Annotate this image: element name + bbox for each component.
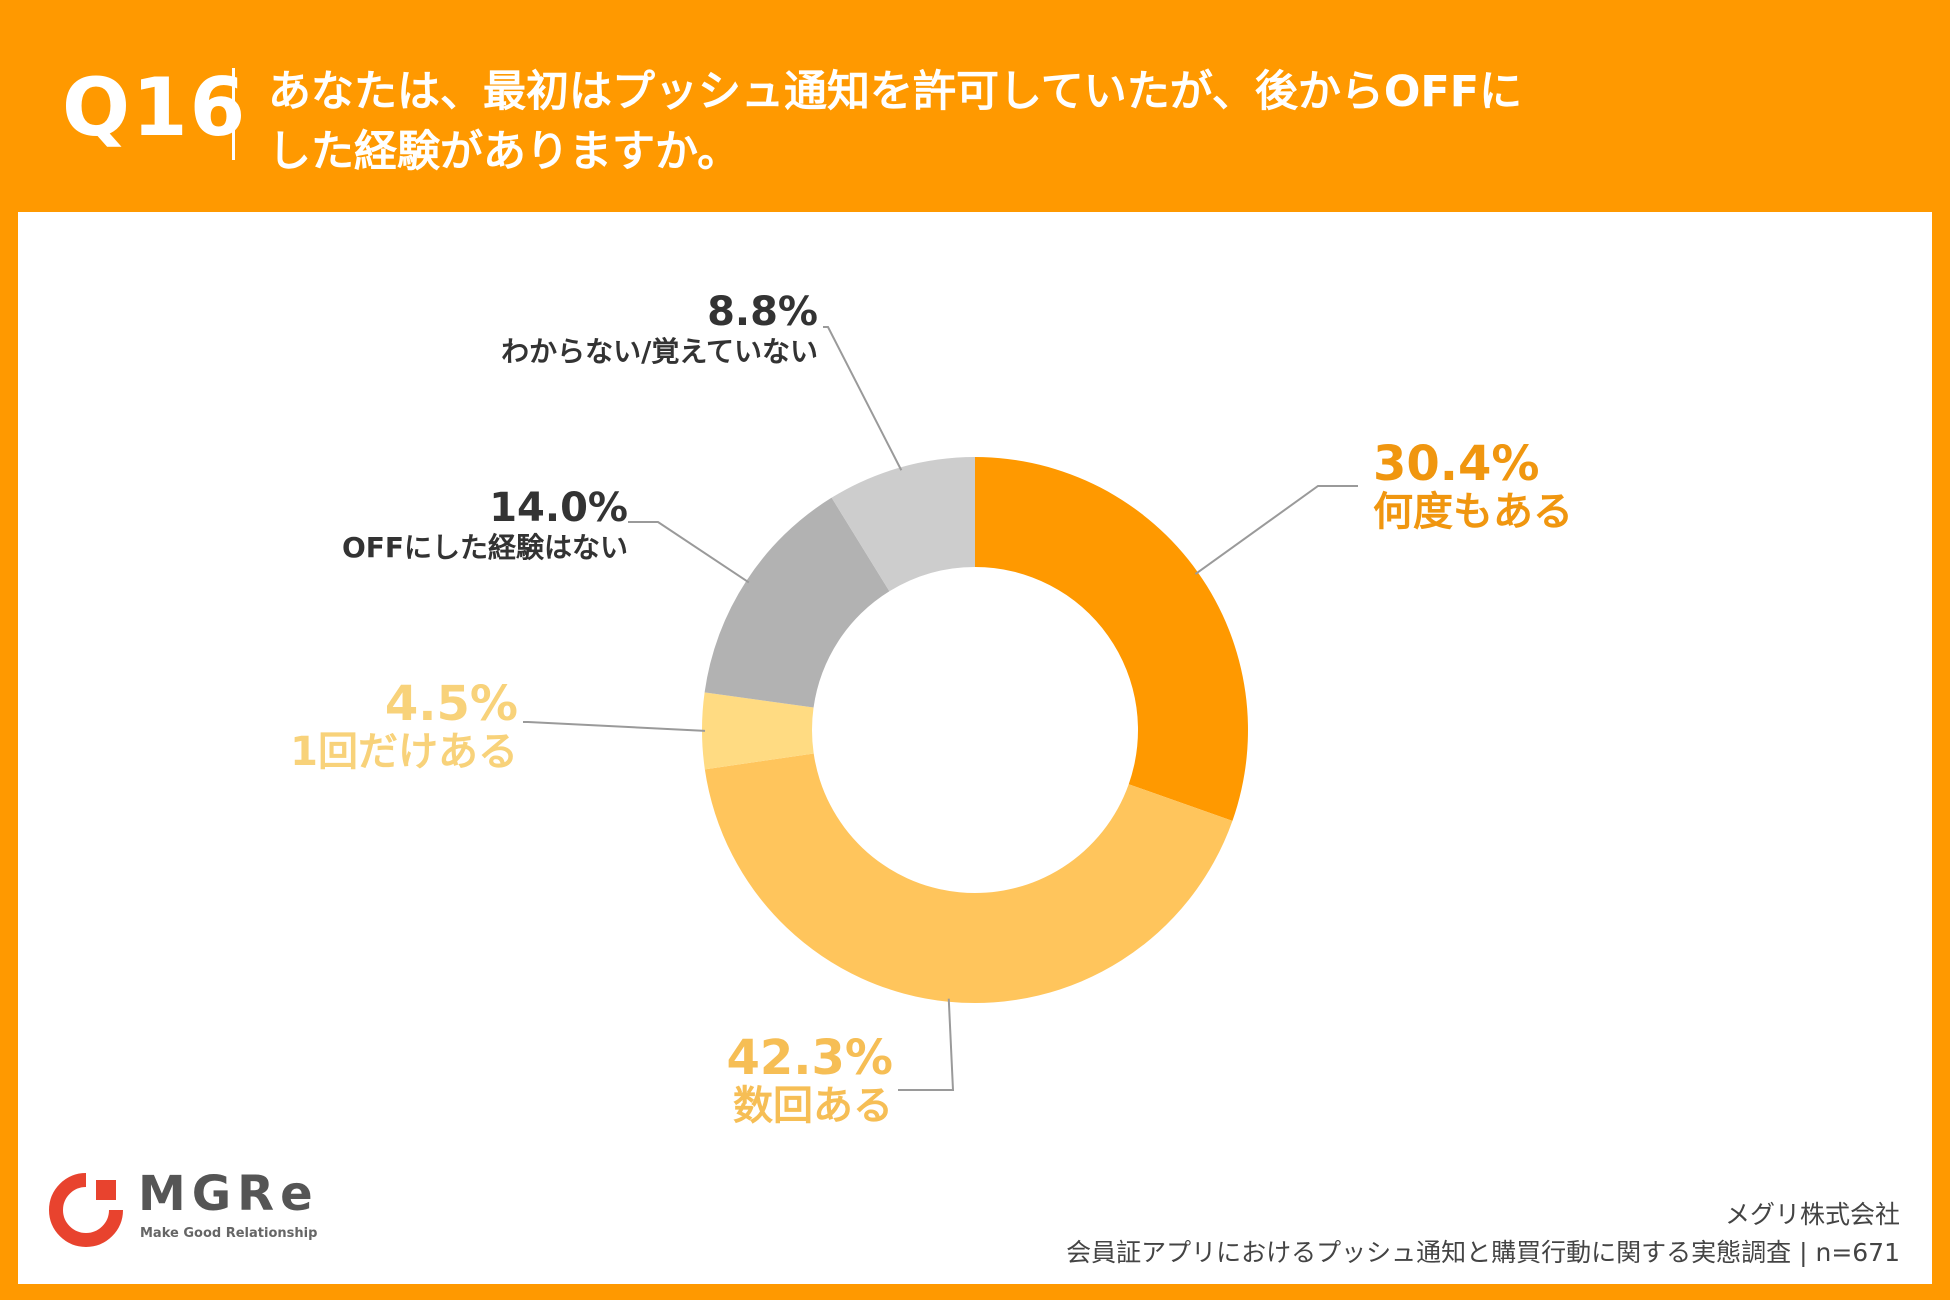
- slice-nai: [704, 497, 890, 708]
- label-nandomo-value: 30.4%: [1373, 436, 1540, 492]
- label-nai-category: OFFにした経験はない: [341, 531, 628, 564]
- label-nandomo-category: 何度もある: [1373, 489, 1573, 535]
- slice-nandomo: [975, 457, 1248, 821]
- slice-ikkai: [702, 692, 814, 770]
- label-nandomo: 30.4% 何度もある: [1373, 440, 1573, 532]
- leader-nai: [628, 521, 750, 584]
- slice-suukai: [704, 753, 1233, 1003]
- logo-wordmark: MGRe: [138, 1166, 319, 1222]
- leader-ikkai: [523, 721, 706, 732]
- label-ikkai-value: 4.5%: [384, 676, 518, 732]
- question-number: Q16: [62, 61, 248, 154]
- label-nai-value: 14.0%: [489, 485, 628, 531]
- label-wakaranai: 8.8% わからない/覚えていない: [418, 292, 818, 366]
- label-ikkai-category: 1回だけある: [290, 729, 518, 775]
- mgre-logo: MGRe Make Good Relationship: [46, 1170, 366, 1250]
- leader-nandomo: [1194, 485, 1358, 575]
- header: Q16 あなたは、最初はプッシュ通知を許可していたが、後からOFFに した経験が…: [0, 0, 1950, 210]
- question-line-1: あなたは、最初はプッシュ通知を許可していたが、後からOFFに: [268, 67, 1523, 117]
- label-ikkai: 4.5% 1回だけある: [248, 680, 518, 772]
- source-note: メグリ株式会社 会員証アプリにおけるプッシュ通知と購買行動に関する実態調査 | …: [1066, 1196, 1900, 1272]
- label-wakaranai-value: 8.8%: [707, 289, 818, 335]
- label-suukai-value: 42.3%: [726, 1030, 893, 1086]
- label-nai: 14.0% OFFにした経験はない: [268, 488, 628, 562]
- slice-wakaranai: [831, 457, 975, 592]
- leader-suukai: [898, 998, 955, 1091]
- chart-panel: 30.4% 何度もある 42.3% 数回ある 4.5% 1回だけある 14.0%…: [18, 212, 1932, 1284]
- source-company: メグリ株式会社: [1724, 1200, 1900, 1229]
- header-divider: [232, 68, 235, 160]
- question-title: あなたは、最初はプッシュ通知を許可していたが、後からOFFに した経験があります…: [268, 62, 1718, 182]
- label-suukai-category: 数回ある: [733, 1083, 893, 1129]
- logo-tagline: Make Good Relationship: [140, 1226, 318, 1241]
- label-suukai: 42.3% 数回ある: [713, 1034, 893, 1126]
- question-line-2: した経験がありますか。: [268, 127, 741, 177]
- leader-wakaranai: [823, 326, 903, 471]
- donut-chart: [523, 326, 1358, 1091]
- label-wakaranai-category: わからない/覚えていない: [501, 335, 818, 368]
- logo-mark-icon: [49, 1173, 123, 1247]
- source-survey: 会員証アプリにおけるプッシュ通知と購買行動に関する実態調査 | n=671: [1066, 1238, 1900, 1267]
